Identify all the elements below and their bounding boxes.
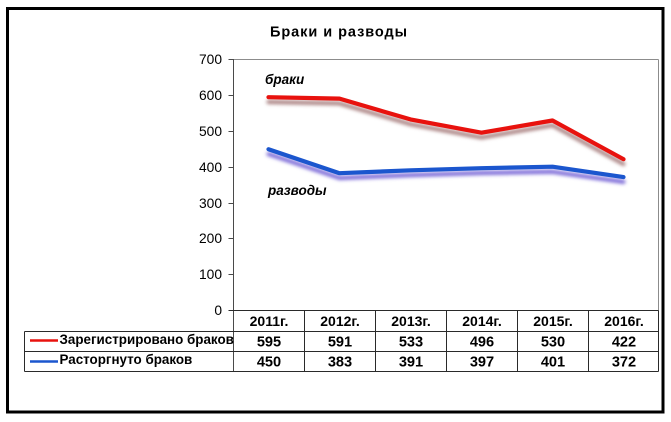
svg-text:Расторгнуто браков: Расторгнуто браков [60, 352, 193, 367]
svg-text:450: 450 [257, 355, 281, 371]
svg-text:391: 391 [399, 355, 423, 371]
svg-text:Зарегистрировано браков: Зарегистрировано браков [60, 332, 234, 347]
svg-text:372: 372 [612, 355, 636, 371]
svg-text:разводы: разводы [267, 183, 327, 198]
svg-text:401: 401 [541, 355, 565, 371]
svg-text:422: 422 [612, 335, 636, 351]
svg-text:100: 100 [199, 267, 222, 282]
svg-text:383: 383 [328, 355, 352, 371]
svg-text:300: 300 [199, 196, 222, 211]
svg-text:2016г.: 2016г. [604, 313, 643, 329]
svg-text:595: 595 [257, 335, 281, 351]
svg-text:браки: браки [265, 72, 305, 87]
svg-text:2014г.: 2014г. [462, 313, 501, 329]
svg-text:533: 533 [399, 335, 423, 351]
svg-text:2011г.: 2011г. [250, 313, 289, 329]
svg-text:397: 397 [470, 355, 494, 371]
svg-text:200: 200 [199, 231, 222, 246]
svg-text:2015г.: 2015г. [533, 313, 572, 329]
svg-text:400: 400 [199, 160, 222, 175]
svg-text:500: 500 [199, 124, 222, 139]
svg-text:700: 700 [199, 52, 222, 67]
svg-text:530: 530 [541, 335, 565, 351]
svg-text:2013г.: 2013г. [391, 313, 430, 329]
svg-text:2012г.: 2012г. [320, 313, 359, 329]
svg-text:Браки и разводы: Браки и разводы [270, 25, 408, 41]
svg-text:496: 496 [470, 335, 494, 351]
svg-text:0: 0 [214, 303, 222, 318]
svg-text:600: 600 [199, 88, 222, 103]
svg-text:591: 591 [328, 335, 352, 351]
